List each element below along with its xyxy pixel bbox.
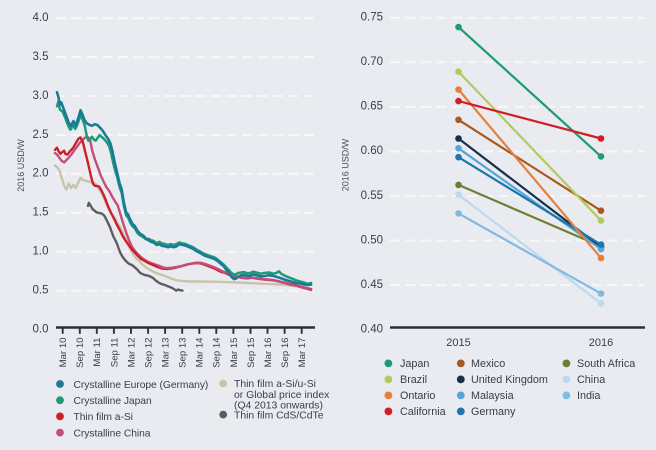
svg-text:Germany: Germany	[471, 406, 516, 418]
svg-text:Sep 12: Sep 12	[144, 338, 155, 368]
svg-text:Sep 15: Sep 15	[246, 338, 257, 368]
svg-text:4.0: 4.0	[33, 12, 49, 24]
svg-text:Crystalline Japan: Crystalline Japan	[74, 396, 152, 407]
svg-text:Thin film a-Si/u-Si: Thin film a-Si/u-Si	[234, 379, 316, 390]
svg-text:2016: 2016	[589, 337, 613, 349]
svg-text:Sep 16: Sep 16	[280, 338, 291, 368]
svg-text:0.55: 0.55	[361, 190, 383, 202]
svg-text:Malaysia: Malaysia	[471, 390, 514, 402]
svg-text:Sep 10: Sep 10	[75, 338, 86, 368]
svg-text:0.65: 0.65	[361, 101, 383, 113]
svg-text:Ontario: Ontario	[400, 390, 435, 402]
svg-text:3.5: 3.5	[33, 51, 49, 63]
svg-text:Brazil: Brazil	[400, 374, 427, 386]
svg-text:United Kingdom: United Kingdom	[471, 374, 548, 386]
svg-text:South Africa: South Africa	[577, 358, 635, 370]
svg-text:3.0: 3.0	[33, 90, 49, 102]
svg-text:Mar 12: Mar 12	[126, 338, 137, 368]
svg-text:Crystalline Europe (Germany): Crystalline Europe (Germany)	[74, 380, 209, 391]
svg-text:Sep 13: Sep 13	[178, 338, 189, 368]
svg-text:0.40: 0.40	[361, 324, 383, 336]
svg-text:Sep 11: Sep 11	[109, 338, 120, 368]
svg-text:Mexico: Mexico	[471, 358, 505, 370]
svg-text:0.50: 0.50	[361, 234, 383, 246]
svg-text:Mar 17: Mar 17	[297, 338, 308, 368]
svg-text:0.75: 0.75	[361, 12, 383, 24]
svg-text:China: China	[577, 374, 605, 386]
svg-text:Mar 10: Mar 10	[58, 338, 69, 368]
svg-text:Thin film a-Si: Thin film a-Si	[74, 412, 133, 423]
svg-text:0.70: 0.70	[361, 56, 383, 68]
svg-text:Mar 15: Mar 15	[229, 338, 240, 368]
svg-text:Japan: Japan	[400, 358, 429, 370]
svg-text:2015: 2015	[446, 337, 470, 349]
svg-text:Mar 14: Mar 14	[195, 337, 206, 368]
svg-text:0.0: 0.0	[33, 323, 49, 335]
svg-text:or Global price index: or Global price index	[234, 390, 330, 401]
svg-text:2.0: 2.0	[33, 168, 49, 180]
svg-text:Crystalline China: Crystalline China	[74, 428, 151, 439]
svg-text:Mar 13: Mar 13	[161, 338, 172, 368]
svg-text:0.60: 0.60	[361, 145, 383, 157]
svg-text:California: California	[400, 406, 446, 418]
svg-text:2.5: 2.5	[33, 129, 49, 141]
svg-text:2016 USD/W: 2016 USD/W	[341, 138, 351, 191]
svg-text:2016 USD/W: 2016 USD/W	[16, 139, 26, 192]
svg-text:1.5: 1.5	[33, 207, 49, 219]
svg-text:Mar 16: Mar 16	[263, 338, 274, 368]
svg-text:(Q4 2013 onwards): (Q4 2013 onwards)	[234, 400, 323, 411]
svg-text:Mar 11: Mar 11	[92, 338, 103, 367]
svg-text:0.5: 0.5	[33, 285, 49, 297]
svg-text:0.45: 0.45	[361, 279, 383, 291]
svg-text:1.0: 1.0	[33, 246, 49, 258]
svg-text:Sep 14: Sep 14	[212, 337, 223, 368]
svg-text:India: India	[577, 390, 600, 402]
svg-text:Thin film CdS/CdTe: Thin film CdS/CdTe	[234, 410, 324, 421]
